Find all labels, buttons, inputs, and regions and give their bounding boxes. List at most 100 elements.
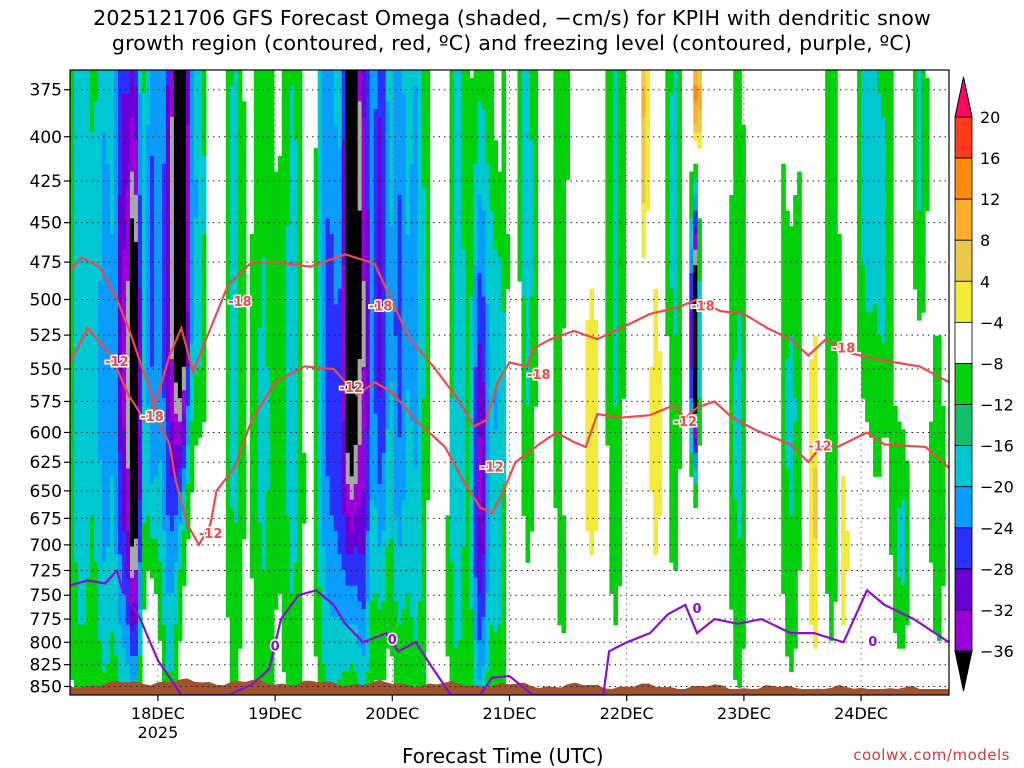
omega-cell (113, 640, 123, 649)
omega-cell (613, 249, 618, 259)
omega-cell (365, 195, 371, 204)
omega-cell (453, 327, 467, 337)
omega-cell (129, 187, 135, 196)
omega-cell (117, 429, 127, 438)
omega-cell (165, 116, 171, 126)
omega-cell (485, 366, 491, 376)
omega-cell (325, 437, 343, 446)
omega-cell (449, 351, 455, 360)
omega-cell (377, 359, 383, 368)
omega-cell (365, 484, 371, 493)
omega-cell (553, 85, 571, 95)
omega-cell (729, 343, 738, 352)
omega-cell (473, 335, 479, 345)
omega-cell (285, 280, 299, 290)
omega-cell (477, 366, 483, 376)
omega-cell (121, 351, 127, 360)
omega-cell (237, 101, 247, 110)
omega-cell (125, 437, 131, 446)
omega-cell (417, 351, 427, 360)
omega-cell (553, 359, 563, 368)
omega-cell (533, 265, 539, 274)
omega-cell (525, 351, 531, 360)
omega-cell (129, 312, 139, 321)
omega-cell (74, 155, 103, 165)
omega-cell (393, 140, 407, 149)
omega-cell (129, 390, 139, 399)
omega-cell (469, 476, 475, 485)
omega-cell (677, 179, 682, 188)
omega-cell (137, 210, 143, 220)
omega-cell (825, 437, 838, 446)
omega-cell (225, 70, 235, 79)
omega-cell (473, 632, 479, 641)
omega-cell (189, 77, 195, 87)
omega-cell (381, 366, 387, 376)
omega-cell (905, 523, 910, 532)
omega-cell (445, 546, 451, 555)
omega-cell (377, 530, 383, 540)
omega-cell (869, 429, 906, 438)
omega-cell (413, 632, 419, 641)
omega-cell (825, 484, 838, 493)
omega-cell (313, 538, 319, 548)
omega-cell (361, 179, 367, 188)
omega-cell (609, 476, 622, 485)
omega-cell (345, 523, 351, 532)
omega-cell (689, 249, 694, 259)
omega-cell (341, 327, 347, 337)
omega-cell (161, 343, 167, 352)
omega-cell (321, 179, 343, 188)
omega-cell (489, 179, 507, 188)
omega-cell (369, 179, 375, 188)
omega-cell (605, 155, 614, 165)
omega-cell (385, 202, 391, 212)
omega-cell (529, 132, 539, 141)
omega-cell (393, 437, 407, 446)
omega-cell (369, 210, 375, 220)
omega-cell (385, 460, 395, 470)
omega-cell (237, 320, 247, 329)
omega-cell (781, 570, 798, 579)
omega-cell (617, 140, 626, 149)
omega-cell (473, 538, 479, 548)
omega-cell (317, 70, 323, 79)
omega-cell (189, 312, 195, 321)
omega-cell (313, 155, 319, 165)
omega-cell (129, 265, 139, 274)
omega-cell (193, 140, 203, 149)
omega-cell (113, 226, 119, 235)
omega-cell (605, 265, 614, 274)
omega-cell (873, 304, 878, 313)
omega-cell (74, 249, 103, 259)
omega-cell (361, 312, 367, 321)
omega-cell (933, 577, 946, 587)
omega-cell (125, 570, 131, 579)
omega-cell (393, 421, 399, 430)
omega-cell (353, 445, 359, 454)
omega-cell (173, 179, 187, 188)
omega-cell (70, 312, 75, 321)
omega-cell (873, 452, 882, 462)
omega-cell (141, 249, 147, 259)
omega-cell (97, 320, 119, 329)
omega-cell (201, 77, 207, 87)
omega-cell (469, 507, 475, 516)
omega-cell (501, 304, 507, 313)
omega-cell (70, 476, 75, 485)
omega-cell (677, 312, 682, 321)
omega-cell (321, 632, 359, 641)
omega-cell (413, 140, 419, 149)
omega-cell (125, 359, 131, 368)
omega-cell (181, 366, 187, 376)
omega-cell (193, 148, 203, 157)
omega-cell (477, 155, 487, 165)
omega-cell (857, 241, 862, 251)
omega-cell (321, 429, 327, 438)
omega-cell (317, 507, 323, 516)
omega-cell (321, 101, 335, 110)
omega-cell (813, 335, 818, 345)
omega-cell (605, 101, 614, 110)
omega-cell (521, 202, 535, 212)
omega-cell (369, 163, 375, 173)
